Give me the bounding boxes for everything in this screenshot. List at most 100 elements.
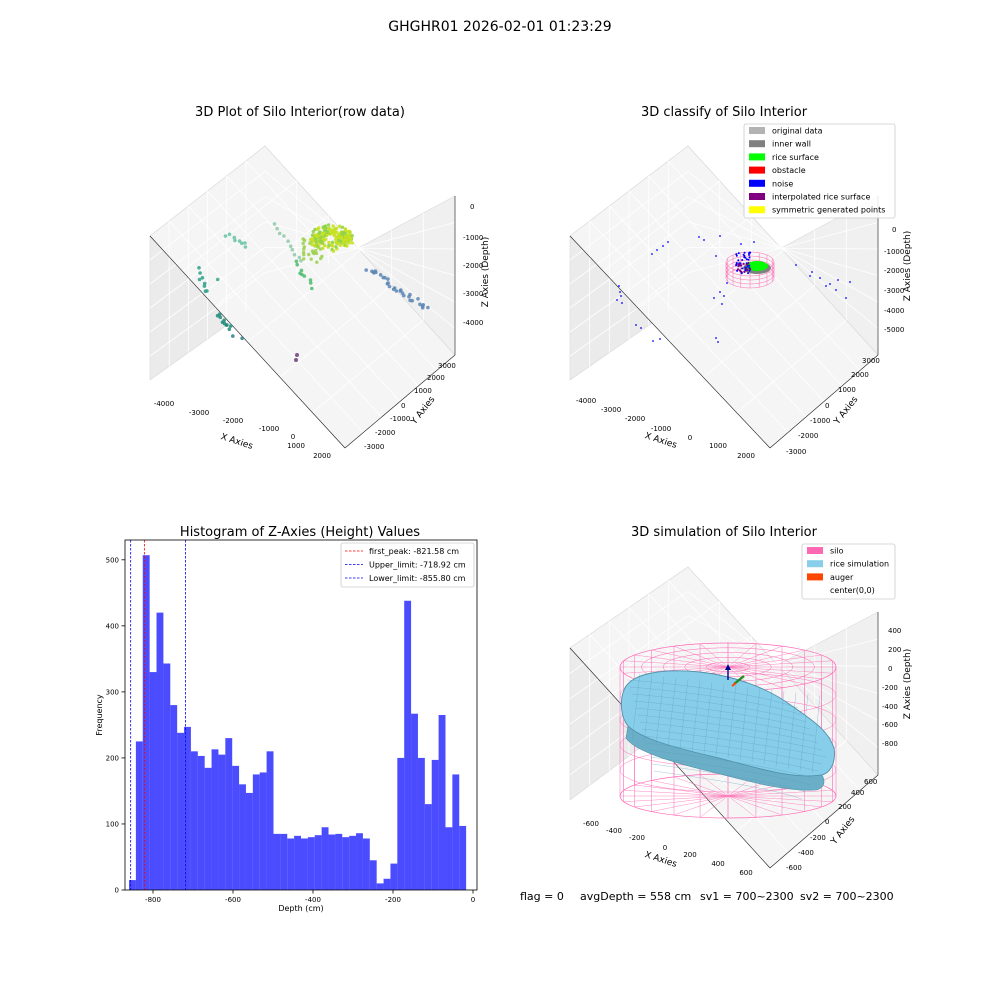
raw-data-point	[364, 268, 369, 272]
noise-point	[745, 262, 748, 265]
raw-data-point	[299, 259, 303, 263]
raw-data-point	[318, 247, 323, 251]
raw-data-point	[307, 252, 311, 257]
simulation-y-label: Y Axies	[829, 815, 858, 848]
histogram-bar	[390, 863, 398, 890]
noise-point	[618, 285, 620, 287]
noise-point	[662, 245, 664, 247]
raw-data-point	[202, 281, 207, 286]
raw-data-point	[327, 240, 331, 245]
histogram-bar	[362, 838, 370, 890]
noise-point	[825, 285, 827, 287]
raw-data-point	[337, 233, 341, 237]
noise-point	[809, 275, 811, 277]
simulation-ztick: -200	[882, 684, 898, 692]
raw-ytick: 2000	[427, 374, 445, 382]
silo-roof-spoke	[699, 643, 729, 668]
raw-data-point	[334, 245, 338, 249]
raw-data-point	[334, 241, 339, 245]
raw-data-point	[311, 230, 315, 234]
raw-data-point	[320, 254, 324, 259]
silo-floor-spoke	[699, 774, 729, 797]
histogram-legend-frame	[340, 542, 475, 588]
simulation-xtick: -400	[606, 827, 622, 835]
simulation-xtick: -600	[583, 820, 599, 828]
interpolated-point	[743, 270, 746, 273]
panel-raw-3d: 3D Plot of Silo Interior(row data) -4000…	[149, 105, 491, 460]
histogram-y-label: Frequency	[95, 694, 104, 736]
simulation-ytick: 400	[851, 789, 864, 797]
auger-marker	[725, 664, 745, 687]
histogram-bar	[129, 880, 136, 890]
raw-y-ticks: -3000 -2000 -1000 0 1000 2000 3000	[364, 362, 456, 451]
silo-floor-spoke	[651, 780, 729, 797]
legend-swatch	[807, 573, 823, 581]
raw-data-point	[294, 259, 299, 264]
silo-roof-spoke	[623, 660, 729, 668]
noise-point	[753, 241, 755, 243]
raw-ztick: -1000	[463, 234, 483, 242]
raw-data-point	[275, 226, 279, 231]
rice-mesh-line	[655, 675, 665, 745]
legend-label: rice surface	[772, 153, 819, 162]
legend-label: silo	[830, 547, 844, 556]
raw-data-point	[302, 257, 306, 261]
raw-data-point	[290, 247, 295, 252]
interpolated-point	[742, 262, 745, 265]
classify-y-ticks: -3000 -2000 -1000 0 1000 2000 3000	[786, 357, 880, 456]
histogram-bar	[424, 804, 432, 890]
silo-roof-spoke	[727, 649, 805, 668]
raw-data-point	[297, 255, 302, 260]
simulation-legend-frame	[801, 543, 896, 600]
histogram-bar	[321, 827, 329, 890]
noise-point	[845, 297, 847, 299]
silo-roof-spoke	[727, 666, 805, 685]
histogram-bar	[452, 774, 460, 890]
noise-point	[737, 259, 740, 262]
raw-data-point	[391, 287, 396, 292]
silo-roof-spoke	[727, 666, 822, 680]
rice-mesh-line	[703, 681, 713, 754]
raw-data-point	[200, 276, 205, 280]
raw-data-point	[233, 238, 237, 243]
rice-mesh-line	[679, 678, 689, 749]
histogram-bar	[135, 741, 143, 890]
histogram-bar	[417, 757, 425, 890]
raw-data-point	[243, 241, 247, 245]
histogram-bar	[273, 833, 281, 890]
noise-point	[719, 235, 721, 237]
legend-label: inner wall	[772, 140, 811, 149]
noise-point	[743, 254, 746, 257]
raw-data-point	[228, 324, 233, 328]
noise-point	[652, 340, 654, 342]
silo-roof-spoke	[651, 649, 729, 668]
histogram-bar	[204, 767, 212, 890]
simulation-z-label: Z Axies (Depth)	[903, 649, 913, 720]
histogram-bar	[239, 784, 246, 890]
interpolated-point	[738, 263, 741, 266]
raw-data-point	[339, 235, 343, 239]
silo-roof-spoke	[623, 666, 729, 674]
histogram-bar	[190, 751, 198, 890]
legend-label: interpolated rice surface	[772, 193, 870, 202]
raw-data-point	[318, 230, 322, 234]
raw-x-ticks: -4000 -3000 -2000 -1000 0 1000 2000	[154, 400, 331, 460]
raw-data-point	[320, 241, 325, 245]
raw-data-point	[314, 238, 318, 242]
raw-data-point	[378, 273, 383, 277]
noise-point	[837, 279, 839, 281]
histogram-bar	[383, 878, 391, 890]
raw-ztick: -2000	[463, 262, 483, 270]
raw-data-point	[418, 302, 422, 307]
simulation-ytick: 600	[864, 778, 877, 786]
raw-data-point	[345, 244, 349, 248]
raw-data-point	[399, 288, 403, 292]
raw-data-point	[337, 238, 341, 243]
histogram-bar	[307, 837, 315, 890]
classify-z-label: Z Axies (Depth)	[903, 231, 913, 302]
classify-ztick: -1000	[884, 248, 904, 256]
raw-data-point	[330, 244, 335, 248]
classify-z-ticks: 0 -1000 -2000 -3000 -4000 -5000	[884, 226, 904, 334]
histogram-bar	[342, 837, 350, 890]
